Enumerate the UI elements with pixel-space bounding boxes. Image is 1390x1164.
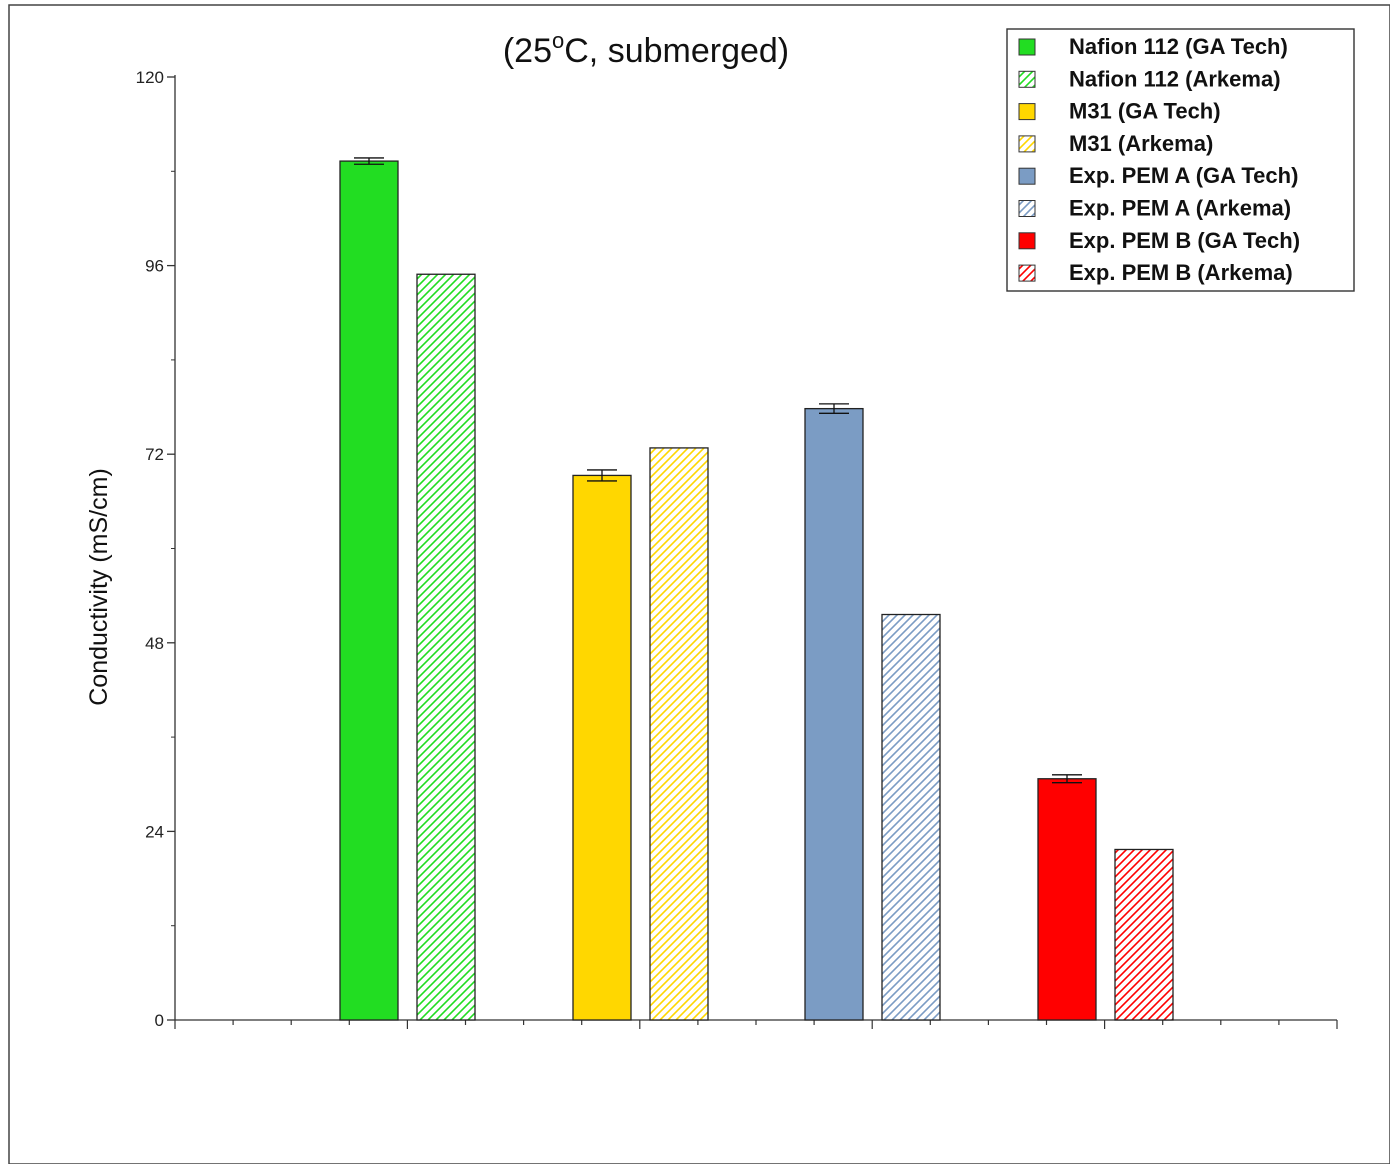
legend-label-6: Exp. PEM B (GA Tech): [1069, 228, 1300, 253]
bar-2: [572, 474, 632, 1021]
legend-swatch-5: [1018, 200, 1036, 217]
legend-label-1: Nafion 112 (Arkema): [1069, 66, 1281, 91]
legend-swatch-3: [1018, 135, 1036, 153]
legend-swatch-6: [1018, 232, 1036, 250]
chart-title-rest: C, submerged): [564, 32, 789, 70]
legend-swatch-2: [1018, 103, 1036, 121]
legend-swatch-7: [1018, 264, 1036, 282]
error-bar-4: [819, 403, 849, 414]
legend-label-7: Exp. PEM B (Arkema): [1069, 260, 1293, 285]
y-tick-label: 72: [145, 445, 164, 464]
error-bar-2: [587, 469, 617, 482]
y-axis-label: Conductivity (mS/cm): [85, 468, 113, 706]
legend-label-3: M31 (Arkema): [1069, 131, 1213, 156]
bar-4: [804, 407, 864, 1021]
y-tick-label: 24: [145, 822, 164, 841]
y-tick-label: 96: [145, 257, 164, 276]
legend-swatch-0: [1018, 38, 1036, 56]
bar-7: [1114, 848, 1174, 1021]
bar-0: [339, 160, 399, 1021]
legend-label-5: Exp. PEM A (Arkema): [1069, 196, 1291, 221]
bar-1: [416, 273, 476, 1021]
bar-6: [1037, 778, 1097, 1021]
error-bar-0: [354, 157, 384, 165]
error-bar-6: [1052, 774, 1082, 784]
chart-title-main: (25: [503, 32, 552, 70]
legend-label-2: M31 (GA Tech): [1069, 99, 1221, 124]
y-tick-label: 0: [155, 1011, 164, 1030]
chart-title-superscript: o: [552, 28, 564, 53]
y-tick-label: 120: [136, 68, 164, 87]
legend-box: [1006, 28, 1355, 292]
bar-5: [881, 613, 941, 1021]
chart-title: (25oC, submerged): [503, 28, 789, 70]
legend-label-4: Exp. PEM A (GA Tech): [1069, 163, 1298, 188]
bar-3: [649, 447, 709, 1021]
legend-swatch-1: [1018, 70, 1036, 88]
legend-label-0: Nafion 112 (GA Tech): [1069, 34, 1288, 59]
legend-swatch-4: [1018, 167, 1036, 185]
y-tick-label: 48: [145, 634, 164, 653]
